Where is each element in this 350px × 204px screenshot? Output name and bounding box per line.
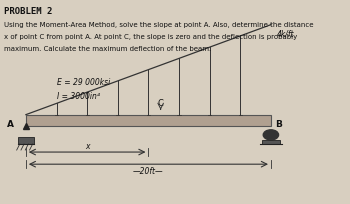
Text: x of point C from point A. At point C, the slope is zero and the deflection is p: x of point C from point A. At point C, t… [5, 34, 298, 40]
Text: Using the Moment-Area Method, solve the slope at point A. Also, determine the di: Using the Moment-Area Method, solve the … [5, 21, 314, 28]
Text: E = 29 000ksi: E = 29 000ksi [56, 78, 110, 87]
Circle shape [263, 130, 279, 140]
Text: maximum. Calculate the maximum deflection of the beam.: maximum. Calculate the maximum deflectio… [5, 46, 212, 52]
Text: 4k/ft: 4k/ft [277, 30, 294, 39]
Bar [26, 115, 271, 126]
Text: PROBLEM 2: PROBLEM 2 [5, 7, 53, 16]
Text: B: B [275, 120, 282, 129]
Text: C: C [158, 98, 163, 107]
Bar [262, 140, 280, 144]
Bar [18, 137, 34, 144]
Text: I = 3000in⁴: I = 3000in⁴ [56, 92, 99, 101]
Text: —20ft—: —20ft— [133, 166, 164, 175]
Text: A: A [7, 120, 14, 129]
Text: x: x [85, 141, 89, 150]
